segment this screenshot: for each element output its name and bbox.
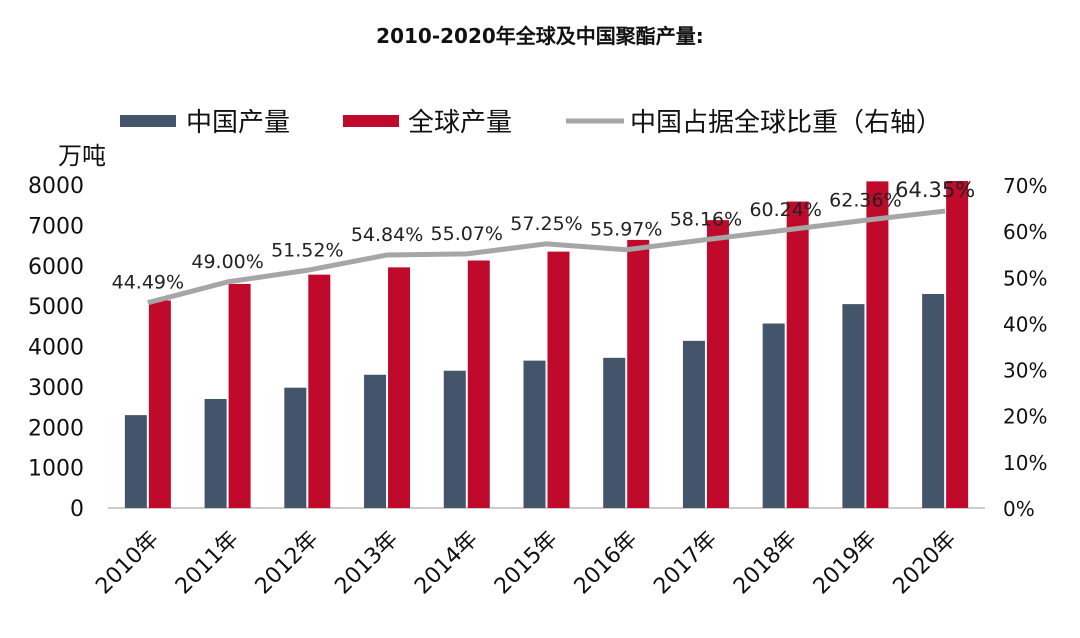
y2-tick-label: 0%: [1003, 497, 1035, 521]
y-tick-label: 7000: [28, 214, 84, 239]
bar-china: [523, 360, 546, 508]
bar-china: [842, 304, 865, 508]
bar-china: [364, 374, 387, 508]
y-tick-label: 2000: [28, 416, 84, 441]
bar-world: [388, 267, 411, 508]
y-tick-label: 1000: [28, 457, 84, 482]
x-tick-label: 2020年: [889, 527, 962, 600]
chart-title: 2010-2020年全球及中国聚酯产量:: [376, 24, 704, 48]
x-tick-label: 2014年: [410, 527, 483, 600]
legend-swatch-china: [120, 115, 176, 127]
x-tick-label: 2018年: [729, 527, 802, 600]
bar-world: [148, 300, 171, 508]
ratio-data-label: 62.36%: [829, 189, 901, 211]
ratio-data-label: 51.52%: [271, 239, 343, 261]
ratio-data-label: 60.24%: [749, 199, 821, 221]
ratio-data-label: 57.25%: [510, 213, 582, 235]
y2-tick-label: 30%: [1003, 359, 1047, 383]
x-tick-label: 2011年: [171, 527, 244, 600]
bar-china: [762, 323, 785, 508]
bar-china: [682, 340, 705, 508]
bar-china: [124, 415, 147, 508]
y-tick-label: 8000: [28, 174, 84, 199]
y-tick-label: 3000: [28, 376, 84, 401]
bar-world: [786, 201, 809, 508]
bar-world: [627, 239, 650, 508]
x-tick-label: 2010年: [91, 527, 164, 600]
ratio-data-label: 44.49%: [112, 272, 184, 294]
x-tick-label: 2016年: [570, 527, 643, 600]
bar-world: [467, 260, 490, 508]
legend-swatch-world: [343, 115, 399, 127]
y2-tick-label: 20%: [1003, 405, 1047, 429]
ratio-data-label: 55.07%: [431, 223, 503, 245]
y-tick-label: 4000: [28, 336, 84, 361]
legend-label-china: 中国产量: [186, 108, 290, 138]
y-tick-label: 5000: [28, 295, 84, 320]
bar-china: [284, 387, 307, 508]
ratio-data-label: 58.16%: [670, 209, 742, 231]
ratio-line: [147, 208, 946, 306]
y2-tick-label: 40%: [1003, 312, 1047, 336]
ratio-data-label: 55.97%: [590, 219, 662, 241]
ratio-data-label: 54.84%: [351, 224, 423, 246]
bar-china: [603, 357, 626, 508]
y2-tick-label: 50%: [1003, 266, 1047, 290]
legend-label-ratio: 中国占据全球比重（右轴）: [630, 108, 942, 138]
bar-china: [922, 294, 945, 508]
bar-world: [706, 220, 729, 508]
ratio-data-label: 64.35%: [895, 178, 975, 202]
y-tick-label: 0: [70, 497, 84, 522]
bar-china: [443, 370, 466, 508]
bar-world: [547, 251, 570, 508]
y2-tick-label: 70%: [1003, 174, 1047, 198]
x-tick-label: 2019年: [809, 527, 882, 600]
x-tick-label: 2015年: [490, 527, 563, 600]
bar-world: [228, 283, 251, 508]
legend-label-world: 全球产量: [408, 108, 512, 138]
y-tick-label: 6000: [28, 255, 84, 280]
y2-tick-label: 60%: [1003, 220, 1047, 244]
x-tick-label: 2017年: [649, 527, 722, 600]
bar-world: [866, 181, 889, 508]
y2-tick-label: 10%: [1003, 451, 1047, 475]
x-tick-label: 2013年: [330, 527, 403, 600]
bar-world: [946, 180, 969, 508]
ratio-data-label: 49.00%: [191, 251, 263, 273]
bar-world: [308, 274, 331, 508]
y-axis-unit: 万吨: [58, 142, 106, 170]
bar-china: [204, 398, 227, 508]
x-tick-label: 2012年: [251, 527, 324, 600]
